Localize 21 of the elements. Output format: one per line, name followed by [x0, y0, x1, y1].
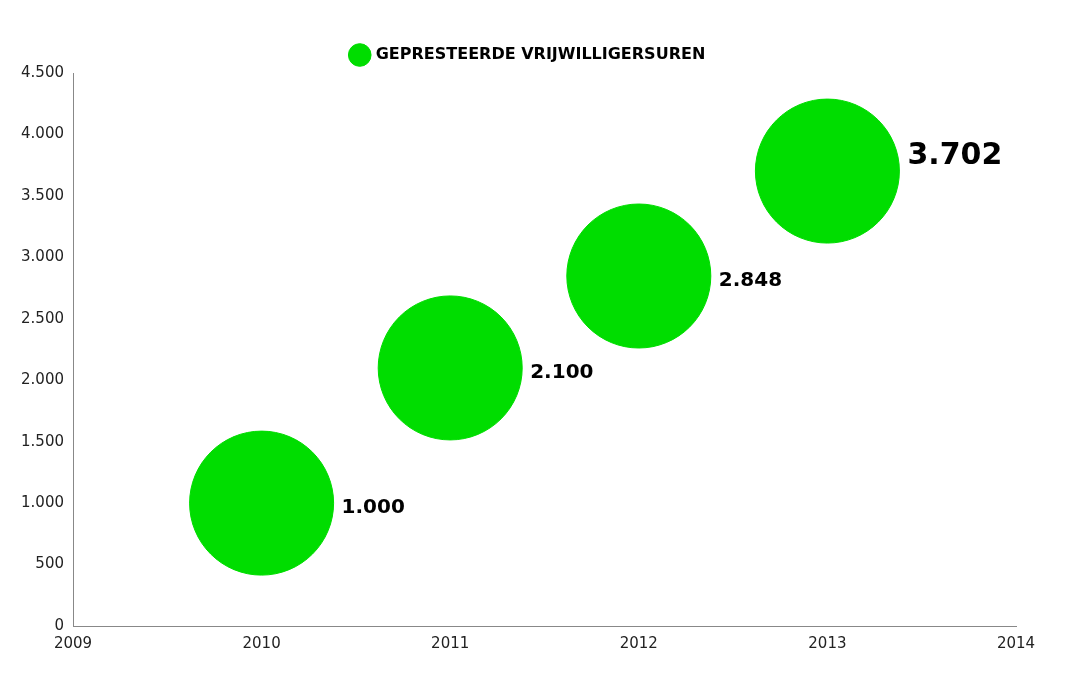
data-label: 2.848	[718, 267, 783, 292]
x-tick-label: 2013	[808, 633, 847, 652]
y-tick-label: 3.000	[21, 247, 64, 266]
x-tick-label: 2009	[53, 633, 93, 652]
x-tick-label: 2014	[996, 633, 1036, 652]
legend-label: GEPRESTEERDE VRIJWILLIGERSUREN	[375, 44, 706, 64]
y-tick-label: 0	[54, 615, 64, 634]
y-tick-label: 4.000	[21, 124, 64, 143]
y-tick-label: 2.500	[21, 308, 64, 327]
y-tick-label: 500	[35, 554, 64, 573]
y-tick-label: 1.500	[21, 431, 64, 450]
y-tick-label: 1.000	[21, 493, 64, 511]
y-tick-label: 3.500	[21, 185, 64, 204]
data-label: 1.000	[341, 494, 405, 519]
data-label: 2.100	[530, 359, 594, 384]
y-tick-label: 2.000	[21, 370, 64, 389]
y-tick-label: 4.500	[21, 62, 64, 81]
x-tick-label: 2012	[619, 633, 658, 652]
x-tick-label: 2010	[242, 633, 281, 652]
data-label: 3.702	[907, 135, 1003, 171]
x-tick-label: 2011	[431, 633, 470, 652]
